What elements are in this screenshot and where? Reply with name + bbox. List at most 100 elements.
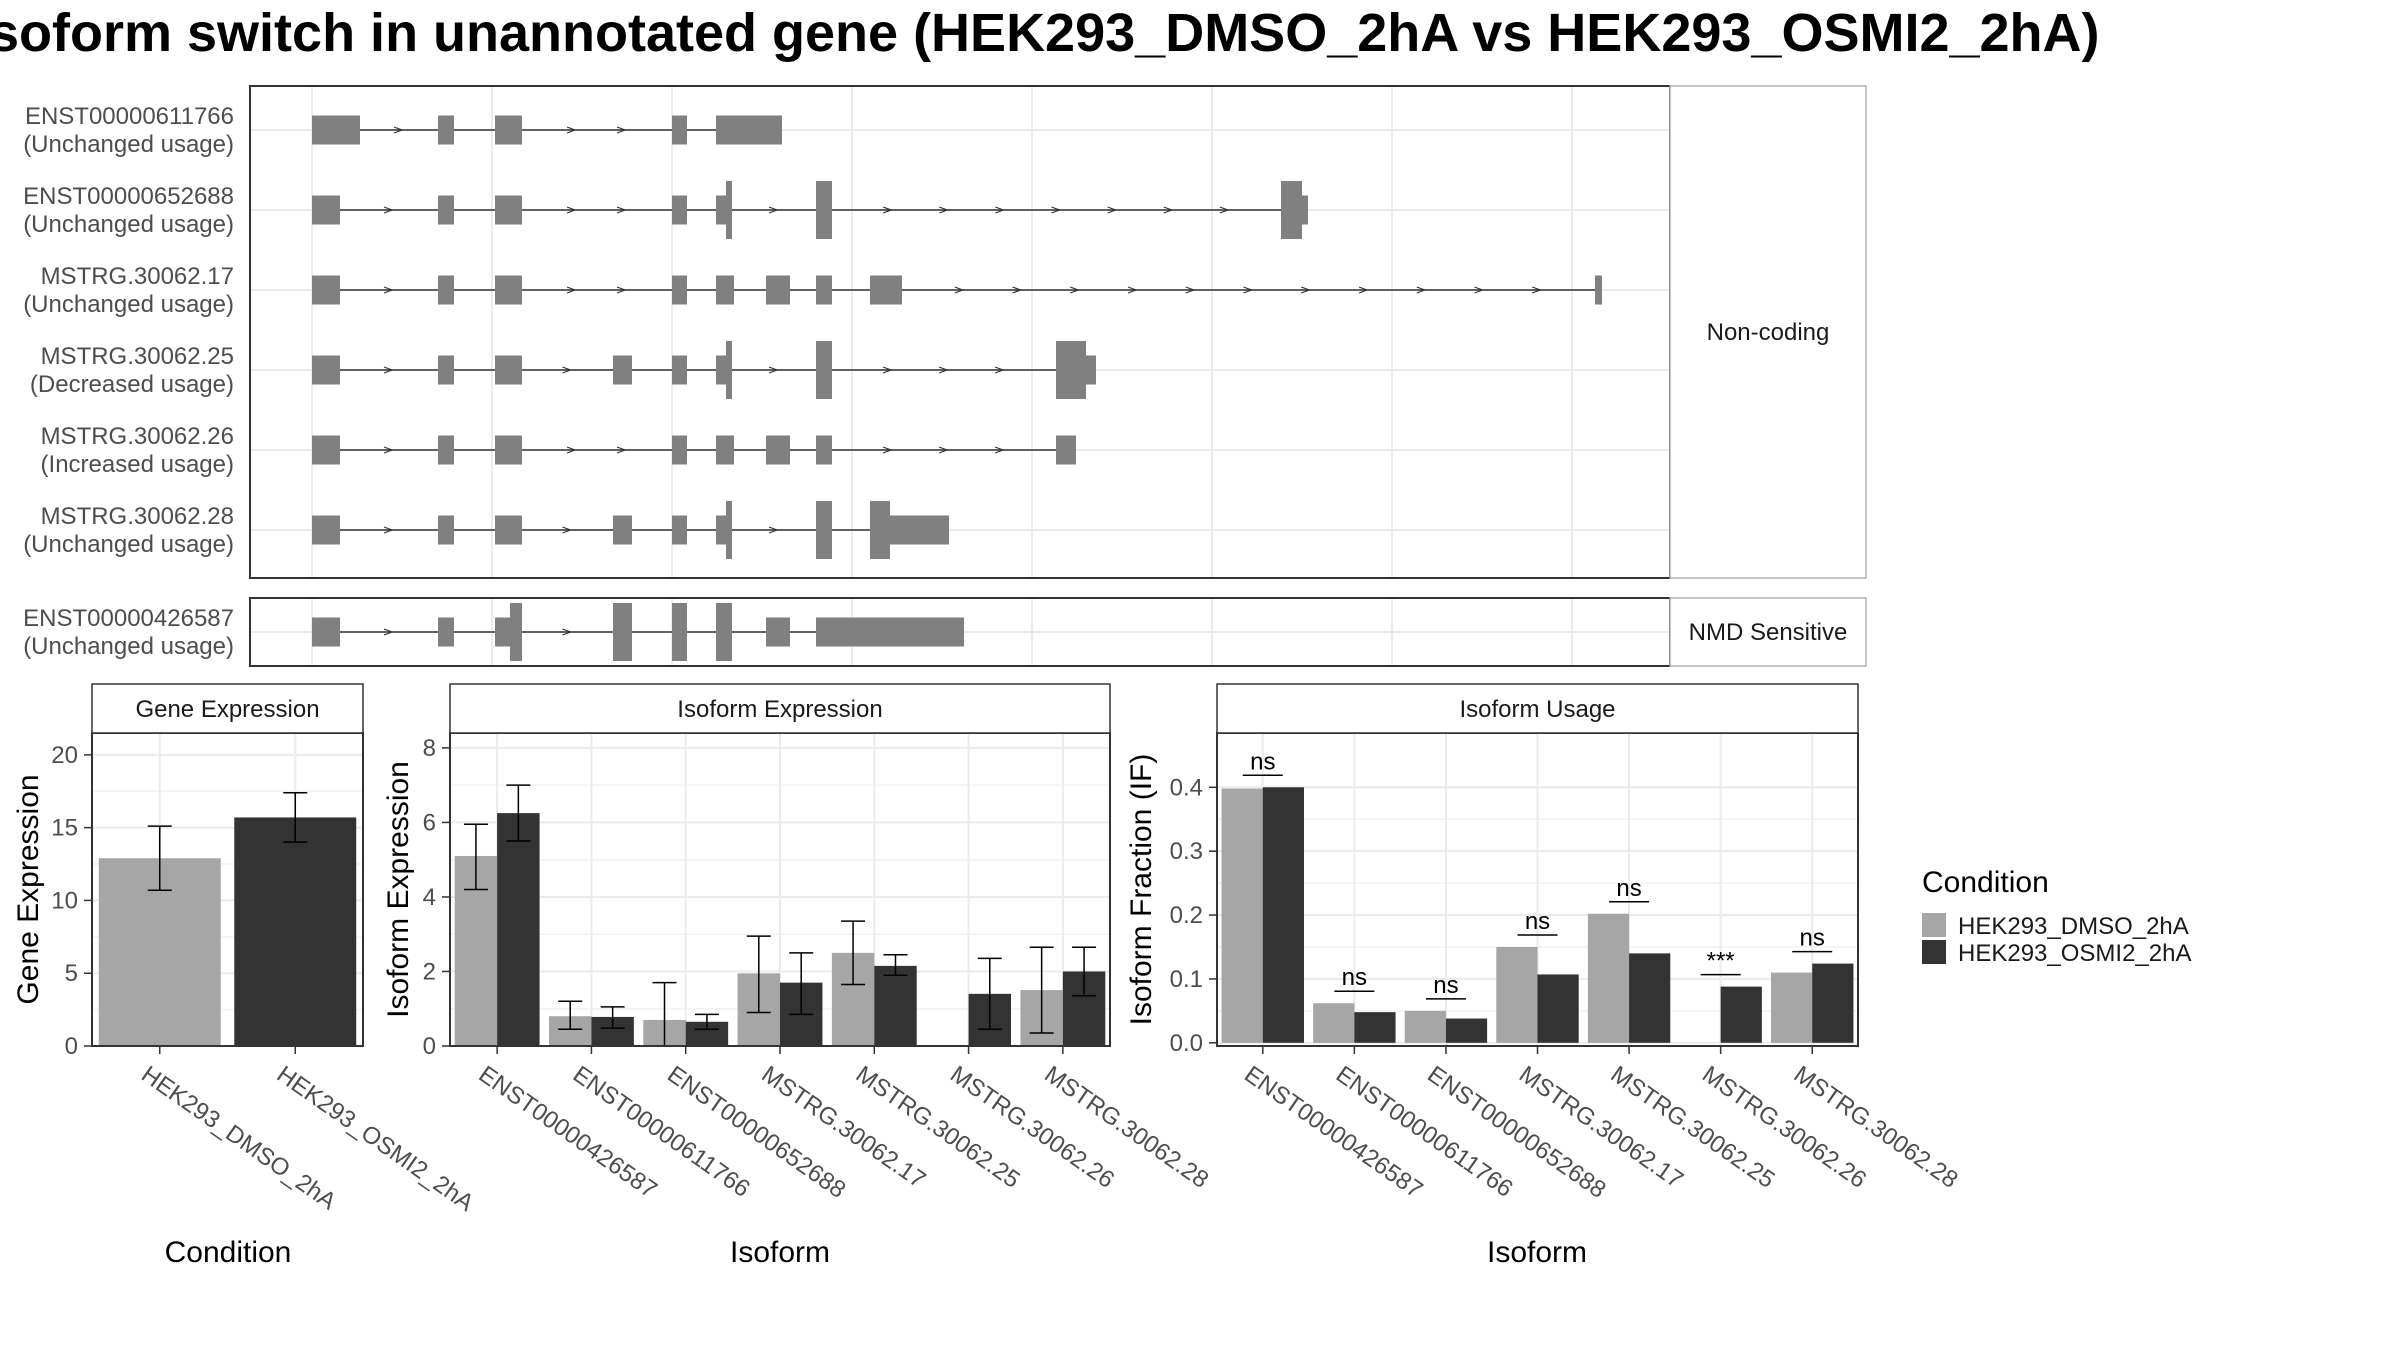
strand-arrow-icon bbox=[1107, 206, 1118, 214]
exon-block bbox=[438, 115, 454, 145]
exon-block bbox=[766, 275, 790, 305]
panel-strip bbox=[449, 683, 1111, 734]
exon-block bbox=[716, 275, 734, 305]
panel-strip-title: Isoform Usage bbox=[1459, 696, 1615, 723]
bar bbox=[874, 965, 917, 1046]
exon-block bbox=[312, 435, 340, 465]
y-axis-title: Gene Expression bbox=[12, 774, 45, 1004]
exon-block bbox=[495, 515, 522, 545]
strand-arrow-icon bbox=[383, 206, 394, 214]
strand-arrow-icon bbox=[938, 366, 949, 374]
facet-strip-label: Non-coding bbox=[1707, 319, 1830, 346]
bar bbox=[1445, 1018, 1488, 1043]
y-axis-title: Isoform Fraction (IF) bbox=[1125, 754, 1158, 1026]
strand-arrow-icon bbox=[562, 366, 573, 374]
exon-block bbox=[870, 501, 890, 559]
transcript-usage-label: (Unchanged usage) bbox=[23, 291, 234, 318]
y-tick-label: 8 bbox=[423, 735, 436, 762]
strand-arrow-icon bbox=[616, 286, 627, 294]
significance-label: ns bbox=[1525, 908, 1550, 935]
strand-arrow-icon bbox=[383, 446, 394, 454]
panel-strip-title: Isoform Expression bbox=[677, 696, 882, 723]
significance-label: ns bbox=[1250, 748, 1275, 775]
exon-block bbox=[726, 341, 732, 399]
exon-block bbox=[510, 603, 522, 661]
strand-arrow-icon bbox=[562, 628, 573, 636]
y-tick-label: 0.4 bbox=[1170, 774, 1203, 801]
strand-arrow-icon bbox=[882, 366, 893, 374]
strand-arrow-icon bbox=[1163, 206, 1174, 214]
exon-block bbox=[672, 515, 687, 545]
x-tick-label: MSTRG.30062.25 bbox=[1606, 1061, 1780, 1194]
y-tick-label: 5 bbox=[65, 960, 78, 987]
exon-block bbox=[312, 275, 340, 305]
exon-block bbox=[672, 115, 687, 145]
exon-block bbox=[1302, 195, 1308, 225]
bar bbox=[1262, 787, 1304, 1043]
strand-arrow-icon bbox=[1219, 206, 1230, 214]
y-tick-label: 4 bbox=[423, 884, 436, 911]
strand-arrow-icon bbox=[566, 206, 577, 214]
structure-panel-bg bbox=[250, 86, 1670, 578]
bar bbox=[1537, 974, 1579, 1043]
y-tick-label: 2 bbox=[423, 958, 436, 985]
exon-block bbox=[716, 115, 782, 145]
transcript-id-label: ENST00000611766 bbox=[25, 103, 234, 130]
legend-title: Condition bbox=[1922, 866, 2049, 899]
exon-block bbox=[816, 341, 832, 399]
exon-block bbox=[766, 435, 790, 465]
facet-strip-label: NMD Sensitive bbox=[1689, 619, 1848, 646]
strand-arrow-icon bbox=[768, 526, 779, 534]
panel-strip bbox=[1216, 683, 1859, 734]
strand-arrow-icon bbox=[939, 206, 949, 214]
transcript-id-label: ENST00000426587 bbox=[23, 605, 234, 632]
transcript-id-label: MSTRG.30062.17 bbox=[41, 263, 234, 290]
exon-block bbox=[438, 617, 454, 647]
strand-arrow-icon bbox=[882, 446, 893, 454]
bar bbox=[1587, 913, 1630, 1043]
exon-block bbox=[816, 501, 832, 559]
exon-block bbox=[716, 195, 726, 225]
facet-strip bbox=[1669, 597, 1867, 667]
exon-block bbox=[438, 435, 454, 465]
strand-arrow-icon bbox=[1127, 286, 1138, 294]
exon-block bbox=[1086, 355, 1096, 385]
exon-block bbox=[438, 275, 454, 305]
exon-block bbox=[816, 435, 832, 465]
bar bbox=[234, 817, 357, 1046]
exon-block bbox=[816, 617, 964, 647]
strand-arrow-icon bbox=[954, 286, 965, 294]
x-tick-label: MSTRG.30062.25 bbox=[851, 1061, 1025, 1194]
bar bbox=[1354, 1012, 1396, 1043]
exon-block bbox=[1056, 435, 1076, 465]
exon-block bbox=[672, 355, 687, 385]
exon-block bbox=[495, 617, 510, 647]
bar bbox=[1221, 788, 1263, 1043]
x-tick-label: MSTRG.30062.17 bbox=[757, 1061, 931, 1194]
y-tick-label: 15 bbox=[51, 815, 78, 842]
y-tick-label: 0.1 bbox=[1170, 966, 1203, 993]
transcript-id-label: MSTRG.30062.28 bbox=[41, 503, 234, 530]
y-axis-title: Isoform Expression bbox=[382, 761, 415, 1018]
strand-arrow-icon bbox=[938, 446, 949, 454]
exon-block bbox=[312, 515, 340, 545]
bar bbox=[1629, 953, 1671, 1043]
strand-arrow-icon bbox=[1070, 286, 1080, 294]
significance-label: ns bbox=[1342, 964, 1367, 991]
strand-arrow-icon bbox=[1185, 286, 1196, 294]
transcript-usage-label: (Unchanged usage) bbox=[23, 633, 234, 660]
strand-arrow-icon bbox=[1358, 286, 1369, 294]
strand-arrow-icon bbox=[393, 126, 404, 134]
legend-label: HEK293_DMSO_2hA bbox=[1958, 913, 2189, 940]
x-axis-title: Isoform bbox=[730, 1236, 830, 1269]
strand-arrow-icon bbox=[1532, 286, 1542, 294]
exon-block bbox=[495, 355, 522, 385]
strand-arrow-icon bbox=[1243, 286, 1254, 294]
y-tick-label: 10 bbox=[51, 887, 78, 914]
x-tick-label: MSTRG.30062.28 bbox=[1039, 1061, 1213, 1194]
facet-strip bbox=[1669, 85, 1867, 579]
bar bbox=[1720, 986, 1762, 1043]
x-tick-label: MSTRG.30062.26 bbox=[945, 1061, 1119, 1194]
significance-label: ns bbox=[1433, 972, 1458, 999]
legend-swatch bbox=[1922, 913, 1946, 937]
